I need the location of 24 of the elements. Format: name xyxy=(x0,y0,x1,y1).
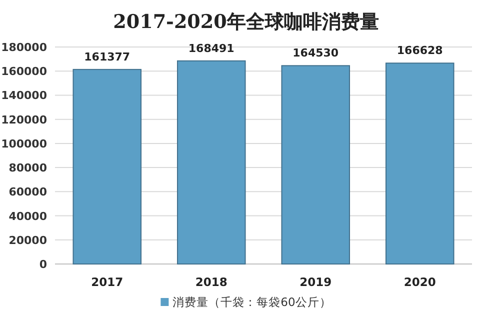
x-tick-label: 2018 xyxy=(195,275,228,289)
y-tick-label: 20000 xyxy=(8,234,48,247)
x-tick-label: 2020 xyxy=(404,275,436,289)
y-tick-label: 100000 xyxy=(1,137,48,150)
y-tick-label: 140000 xyxy=(1,89,48,102)
y-tick-label: 120000 xyxy=(1,113,48,126)
y-tick-label: 40000 xyxy=(8,210,48,223)
x-tick-label: 2017 xyxy=(91,275,124,289)
bar xyxy=(176,60,246,264)
data-label: 166628 xyxy=(396,44,443,58)
legend: 消费量（千袋：每袋60公斤） xyxy=(160,295,332,309)
y-tick-label: 80000 xyxy=(8,162,48,175)
y-tick-label: 160000 xyxy=(1,65,48,78)
bar xyxy=(385,62,454,264)
bar xyxy=(72,68,142,264)
x-tick-label: 2019 xyxy=(300,275,332,289)
data-label: 168491 xyxy=(188,42,234,55)
data-label: 161377 xyxy=(84,50,130,64)
y-tick-label: 60000 xyxy=(8,186,48,199)
data-label: 164530 xyxy=(292,46,339,60)
bar xyxy=(281,65,350,264)
y-tick-label: 0 xyxy=(39,258,48,271)
y-tick-label: 180000 xyxy=(1,41,48,54)
chart-title: 2017-2020年全球咖啡消费量 xyxy=(113,11,379,33)
